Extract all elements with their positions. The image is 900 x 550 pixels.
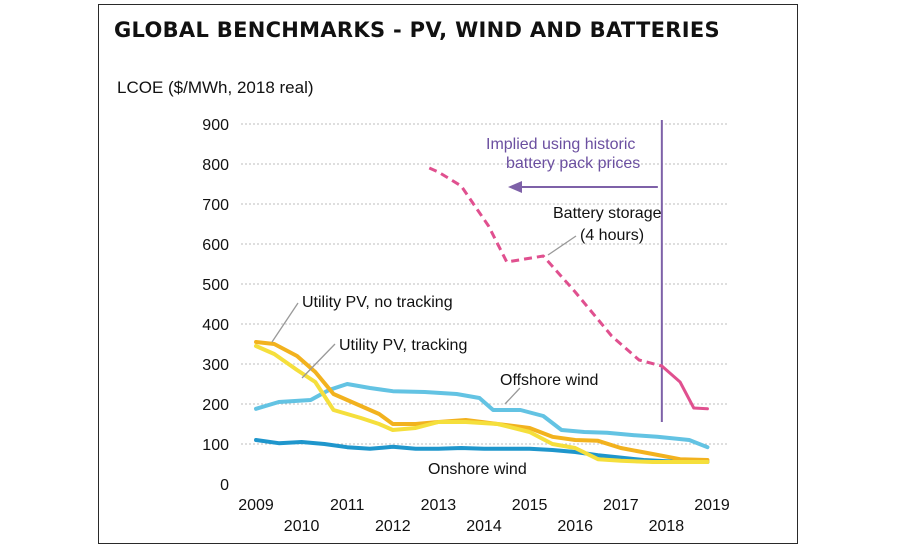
pv-tracking-leader xyxy=(301,343,336,379)
x-tick-label: 2014 xyxy=(466,518,502,535)
implied-arrow-head xyxy=(508,181,522,193)
x-tick-label: 2019 xyxy=(694,497,730,514)
y-axis-title: LCOE ($/MWh, 2018 real) xyxy=(117,78,314,97)
battery-leader xyxy=(547,235,577,256)
pv-no-tracking-leader xyxy=(271,302,299,343)
x-tick-label: 2011 xyxy=(330,497,365,514)
y-tick-label: 900 xyxy=(202,117,229,134)
y-tick-label: 200 xyxy=(202,397,229,414)
y-tick-label: 400 xyxy=(202,317,229,334)
x-tick-label: 2015 xyxy=(512,497,548,514)
x-tick-label: 2013 xyxy=(421,497,457,514)
series-pv_tracking xyxy=(254,344,710,464)
battery-label-line2: (4 hours) xyxy=(580,227,644,244)
battery-label-line1: Battery storage xyxy=(553,205,662,222)
pv-no-tracking-label: Utility PV, no tracking xyxy=(302,294,453,311)
x-tick-label: 2009 xyxy=(238,497,274,514)
annotation-leaders xyxy=(271,235,577,405)
implied-label-line2: battery pack prices xyxy=(506,155,640,172)
x-tick-label: 2018 xyxy=(649,518,685,535)
y-axis-ticks: 0 100 200 300 400 500 600 700 800 900 xyxy=(202,117,229,494)
x-tick-label: 2012 xyxy=(375,518,411,535)
x-tick-label: 2016 xyxy=(557,518,593,535)
y-tick-label: 600 xyxy=(202,237,229,254)
annotation-labels: Implied using historic battery pack pric… xyxy=(302,136,662,478)
implied-label-line1: Implied using historic xyxy=(486,136,635,153)
implied-marker xyxy=(508,120,663,422)
y-tick-label: 800 xyxy=(202,157,229,174)
series-offshore xyxy=(254,382,710,450)
onshore-wind-label: Onshore wind xyxy=(428,461,527,478)
offshore-leader xyxy=(504,387,521,405)
x-tick-label: 2010 xyxy=(284,518,320,535)
series-battery-dashed xyxy=(428,166,663,368)
y-tick-label: 500 xyxy=(202,277,229,294)
chart-frame xyxy=(98,4,798,544)
offshore-wind-label: Offshore wind xyxy=(500,372,598,389)
pv-tracking-label: Utility PV, tracking xyxy=(339,337,467,354)
chart-title: GLOBAL BENCHMARKS - PV, WIND AND BATTERI… xyxy=(114,18,720,42)
x-axis-ticks: 2009 2010 2011 2012 2013 2014 2015 2016 2017 2018… xyxy=(238,497,730,535)
x-tick-label: 2017 xyxy=(603,497,639,514)
y-tick-label: 0 xyxy=(220,477,229,494)
series-battery-solid xyxy=(660,364,709,411)
series-onshore xyxy=(254,438,710,464)
y-tick-label: 300 xyxy=(202,357,229,374)
series-lines xyxy=(254,166,710,464)
y-tick-label: 100 xyxy=(202,437,229,454)
y-tick-label: 700 xyxy=(202,197,229,214)
gridlines xyxy=(241,123,728,445)
